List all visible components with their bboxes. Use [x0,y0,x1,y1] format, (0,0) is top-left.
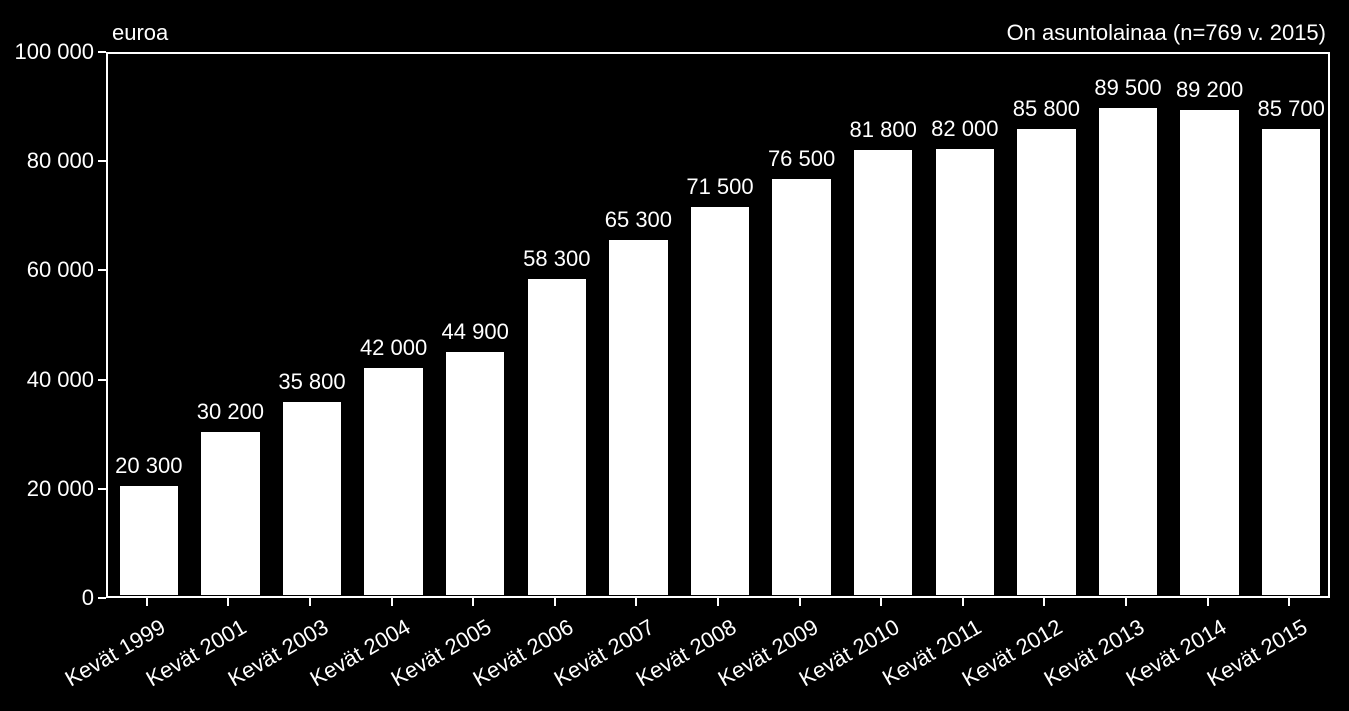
x-tick-mark [1288,598,1290,606]
x-tick-mark [227,598,229,606]
bar [119,485,179,596]
bar-value-label: 71 500 [686,174,753,200]
bar-value-label: 89 500 [1094,75,1161,101]
bar-value-label: 30 200 [197,399,264,425]
bar [527,278,587,596]
bar [690,206,750,596]
bar [282,401,342,596]
bar [853,149,913,596]
bar-chart: euroa On asuntolainaa (n=769 v. 2015) 02… [0,0,1349,711]
x-tick-mark [962,598,964,606]
bar [608,239,668,596]
x-tick-mark [880,598,882,606]
x-tick-mark [1043,598,1045,606]
x-tick-mark [472,598,474,606]
y-tick-mark [98,269,106,271]
x-tick-mark [391,598,393,606]
x-tick-mark [799,598,801,606]
bar-value-label: 85 800 [1013,96,1080,122]
chart-unit-label: euroa [112,20,168,46]
x-tick-mark [309,598,311,606]
bar-value-label: 89 200 [1176,77,1243,103]
y-tick-label: 40 000 [0,367,94,393]
y-tick-mark [98,597,106,599]
x-tick-mark [635,598,637,606]
y-tick-mark [98,488,106,490]
x-axis: Kevät 1999Kevät 2001Kevät 2003Kevät 2004… [106,598,1330,711]
y-tick-mark [98,160,106,162]
chart-series-label: On asuntolainaa (n=769 v. 2015) [1007,20,1326,46]
y-tick-label: 0 [0,585,94,611]
y-tick-label: 60 000 [0,257,94,283]
bar-value-label: 42 000 [360,335,427,361]
x-tick-mark [146,598,148,606]
x-tick-mark [554,598,556,606]
bar-value-label: 58 300 [523,246,590,272]
bar [1261,128,1321,596]
bar-value-label: 65 300 [605,207,672,233]
y-axis: 020 00040 00060 00080 000100 000 [0,52,94,598]
bar-value-label: 44 900 [442,319,509,345]
y-tick-mark [98,379,106,381]
plot-area: 20 300 30 200 35 800 42 000 44 900 58 300 65 3… [106,52,1330,598]
x-tick-mark [1125,598,1127,606]
x-tick-mark [717,598,719,606]
bar [935,148,995,596]
y-tick-label: 100 000 [0,39,94,65]
bar [771,178,831,596]
bar [1098,107,1158,596]
y-tick-label: 20 000 [0,476,94,502]
y-tick-mark [98,51,106,53]
bar [363,367,423,596]
x-tick-mark [1207,598,1209,606]
bars-container: 20 300 30 200 35 800 42 000 44 900 58 300 65 3… [108,54,1328,596]
bar-value-label: 35 800 [278,369,345,395]
bar-value-label: 82 000 [931,116,998,142]
bar-value-label: 20 300 [115,453,182,479]
y-tick-label: 80 000 [0,148,94,174]
bar [1016,128,1076,596]
bar-value-label: 81 800 [850,117,917,143]
bar-value-label: 85 700 [1258,96,1325,122]
bar-value-label: 76 500 [768,146,835,172]
bar [445,351,505,596]
bar [1179,109,1239,596]
bar [200,431,260,596]
